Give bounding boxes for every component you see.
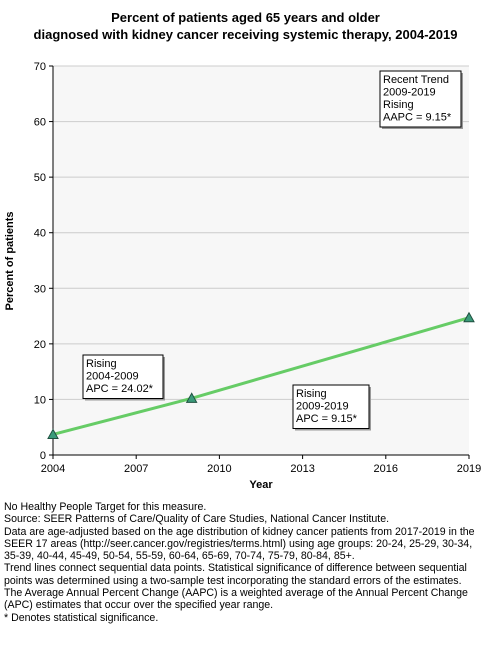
grid (53, 65, 469, 400)
chart-title-line-1: Percent of patients aged 65 years and ol… (111, 10, 380, 25)
annotation-line: Recent Trend (383, 74, 449, 86)
data-point-marker (185, 392, 198, 403)
x-tick-label: 2007 (124, 463, 148, 475)
annotation-line: Rising (296, 388, 327, 400)
footnote-trend-lines: Trend lines connect sequential data poin… (4, 562, 467, 587)
data-point-marker (463, 311, 475, 323)
y-axis-label: Percent of patients (4, 211, 16, 310)
footnotes: No Healthy People Target for this measur… (4, 501, 488, 624)
y-ticks: 0 10 20 30 40 50 60 70 (34, 61, 53, 462)
y-tick-label: 60 (34, 117, 46, 129)
data-point-marker (47, 428, 59, 439)
annotation-line: APC = 9.15* (296, 413, 358, 425)
annotation-frame (292, 384, 370, 429)
chart-title: Percent of patients aged 65 years and ol… (0, 9, 491, 43)
x-tick-label: 2010 (207, 463, 231, 475)
x-axis-label: Year (249, 479, 273, 491)
y-tick-label: 40 (34, 228, 46, 240)
footnote-age-adjustment: Data are age-adjusted based on the age d… (4, 525, 475, 563)
y-tick-label: 70 (34, 61, 46, 73)
x-ticks: 2004 2007 2010 2013 2016 2019 (41, 455, 481, 475)
footnote-target: No Healthy People Target for this measur… (4, 501, 207, 513)
annotation-frame (379, 70, 462, 128)
x-tick-label: 2004 (41, 463, 65, 475)
x-tick-label: 2016 (374, 463, 398, 475)
annotation-line: 2009-2019 (383, 87, 436, 99)
annotation-frame (82, 354, 164, 399)
axes (52, 66, 469, 456)
x-tick-label: 2019 (457, 463, 481, 475)
footnote-significance: * Denotes statistical significance. (4, 611, 159, 624)
annotation-line: Rising (86, 358, 117, 370)
annotation-line: AAPC = 9.15* (383, 112, 452, 124)
annotation-line: APC = 24.02* (86, 383, 154, 395)
footnote-aapc: The Average Annual Percent Change (AAPC)… (4, 587, 468, 612)
annotation-line: Rising (383, 99, 414, 111)
annotation-line: 2009-2019 (296, 401, 349, 413)
chart-title-line-2: diagnosed with kidney cancer receiving s… (33, 27, 458, 42)
y-tick-label: 20 (34, 339, 46, 351)
y-tick-label: 50 (34, 172, 46, 184)
annotation-line: 2004-2009 (86, 371, 139, 383)
series (47, 311, 475, 439)
x-tick-label: 2013 (290, 463, 314, 475)
y-tick-label: 30 (34, 283, 46, 295)
y-tick-label: 0 (40, 450, 46, 462)
footnote-source: Source: SEER Patterns of Care/Quality of… (4, 513, 390, 526)
y-tick-label: 10 (34, 394, 46, 406)
chart: 0 10 20 30 40 50 60 70 2004 2007 2010 2013 2016 2019… (4, 61, 481, 491)
